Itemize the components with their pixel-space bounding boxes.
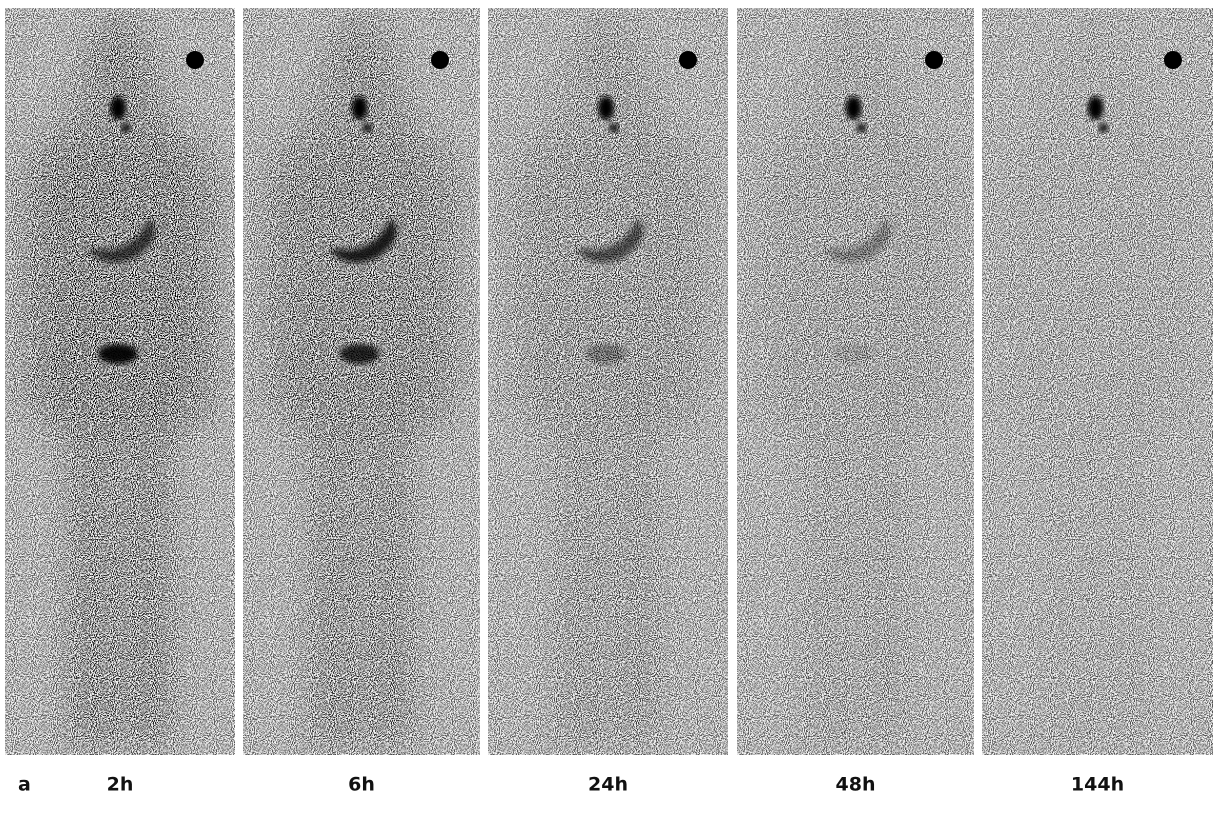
body-uptake	[1002, 18, 1193, 748]
thyroid	[1087, 96, 1104, 120]
marker-source	[186, 51, 204, 69]
body-uptake	[25, 18, 215, 748]
thyroid-lobe	[856, 123, 867, 133]
speckle-layer	[5, 8, 235, 755]
marker-source	[679, 51, 697, 69]
marker-source	[925, 51, 943, 69]
scan-panel	[982, 8, 1213, 755]
speckle-layer	[982, 8, 1213, 755]
thyroid-lobe	[609, 123, 619, 133]
stomach	[578, 218, 643, 263]
stomach	[331, 218, 397, 263]
thyroid-lobe	[362, 123, 373, 133]
speckle-layer	[737, 8, 974, 755]
leg	[369, 408, 410, 748]
leg	[863, 408, 904, 748]
stomach	[825, 218, 891, 263]
body-uptake	[266, 18, 457, 748]
bladder	[339, 344, 380, 364]
thyroid-lobe	[1098, 123, 1109, 133]
leg	[72, 408, 112, 748]
body-uptake	[513, 18, 703, 748]
torso	[266, 128, 457, 438]
body-uptake	[760, 18, 951, 748]
stomach	[90, 218, 155, 263]
leg	[128, 408, 168, 748]
bladder	[586, 344, 626, 364]
torso	[760, 128, 951, 438]
scan-panel	[737, 8, 974, 755]
thyroid-lobe	[121, 123, 131, 133]
torso	[1002, 128, 1193, 438]
time-label: 2h	[107, 774, 134, 796]
torso	[513, 128, 703, 438]
thyroid	[845, 96, 862, 120]
time-label: 144h	[1071, 774, 1124, 796]
scan-panel	[488, 8, 728, 755]
leg	[616, 408, 656, 748]
figure-label: a	[18, 774, 31, 796]
torso	[25, 128, 215, 438]
thyroid	[351, 96, 368, 120]
speckle-layer	[488, 8, 728, 755]
leg	[1105, 408, 1146, 748]
thyroid	[110, 96, 126, 120]
bladder	[98, 344, 138, 364]
marker-source	[1164, 51, 1182, 69]
time-label: 24h	[588, 774, 628, 796]
bladder	[833, 344, 874, 364]
leg	[807, 408, 848, 748]
thyroid	[598, 96, 614, 120]
speckle-layer	[243, 8, 480, 755]
leg	[313, 408, 354, 748]
scan-panel	[5, 8, 235, 755]
scan-panel	[243, 8, 480, 755]
marker-source	[431, 51, 449, 69]
leg	[560, 408, 600, 748]
leg	[1049, 408, 1090, 748]
time-label: 6h	[348, 774, 375, 796]
time-label: 48h	[836, 774, 876, 796]
